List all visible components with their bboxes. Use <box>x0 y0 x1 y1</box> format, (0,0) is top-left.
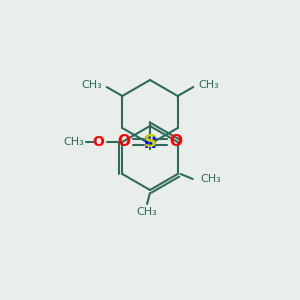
Text: O: O <box>92 135 104 149</box>
Text: CH₃: CH₃ <box>198 80 219 90</box>
Text: CH₃: CH₃ <box>81 80 102 90</box>
Text: CH₃: CH₃ <box>64 137 84 147</box>
Text: CH₃: CH₃ <box>136 207 158 217</box>
Text: S: S <box>143 133 157 151</box>
Text: CH₃: CH₃ <box>201 174 221 184</box>
Text: N: N <box>144 136 156 152</box>
Text: O: O <box>169 134 182 149</box>
Text: O: O <box>118 134 130 149</box>
